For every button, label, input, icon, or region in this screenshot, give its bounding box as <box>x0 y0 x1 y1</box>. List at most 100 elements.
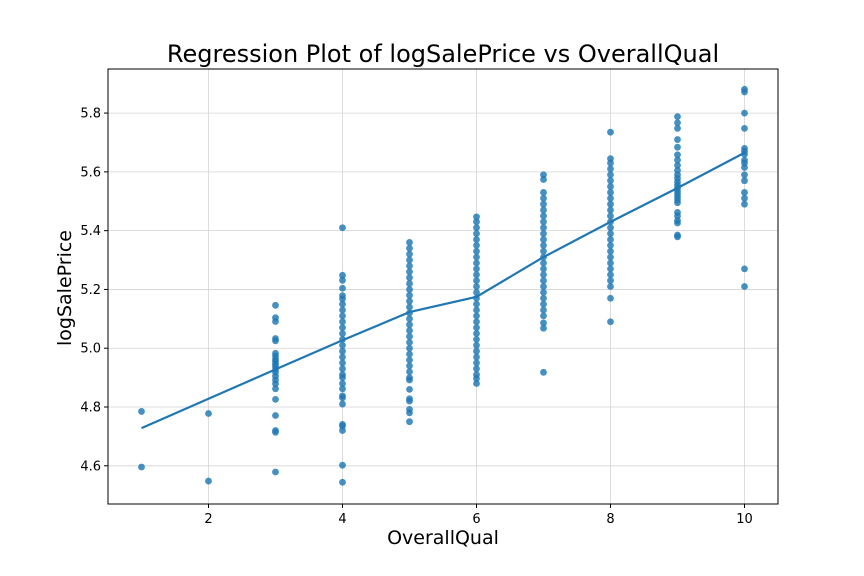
data-point <box>339 365 346 373</box>
data-point <box>741 88 748 96</box>
y-tick-label: 5.6 <box>80 165 101 180</box>
data-point <box>406 291 413 299</box>
data-point <box>607 189 614 196</box>
data-point <box>607 318 614 326</box>
data-point <box>339 271 346 279</box>
data-point <box>406 356 413 364</box>
data-point <box>339 385 346 393</box>
data-point <box>607 277 614 285</box>
data-point <box>674 151 681 159</box>
data-point <box>406 327 413 334</box>
data-point <box>272 412 279 419</box>
data-point <box>473 271 480 279</box>
data-point <box>272 468 279 476</box>
data-point <box>540 306 547 314</box>
data-point <box>473 341 480 349</box>
data-point <box>205 477 212 485</box>
data-point <box>540 247 547 255</box>
data-point <box>607 271 614 279</box>
x-tick-label: 8 <box>606 512 614 527</box>
data-point <box>741 194 748 202</box>
data-point <box>540 189 547 196</box>
data-point <box>607 236 614 243</box>
data-point <box>674 124 681 132</box>
data-point <box>674 199 681 207</box>
data-point <box>339 295 346 303</box>
data-point <box>406 268 413 276</box>
data-point <box>406 333 413 340</box>
data-point <box>540 283 547 290</box>
data-point <box>473 330 480 337</box>
data-point <box>406 409 413 417</box>
data-point <box>540 324 547 332</box>
data-point <box>406 338 413 346</box>
data-point <box>607 171 614 179</box>
data-point <box>406 303 413 311</box>
data-point <box>674 119 681 127</box>
data-point <box>473 213 480 221</box>
data-point <box>272 385 279 393</box>
data-point <box>540 236 547 243</box>
data-point <box>138 408 145 415</box>
y-tick-label: 5.4 <box>80 224 101 239</box>
data-point <box>540 368 547 376</box>
data-point <box>473 247 480 255</box>
data-point <box>339 224 346 232</box>
x-axis-title: OverallQual <box>387 527 499 549</box>
data-point <box>540 312 547 320</box>
x-tick-label: 2 <box>204 512 212 527</box>
data-point <box>741 109 748 117</box>
data-point <box>607 200 614 208</box>
y-tick-label: 5.8 <box>80 107 101 122</box>
plot-frame <box>107 68 779 505</box>
data-point <box>473 241 480 249</box>
data-point <box>272 380 279 388</box>
data-point <box>473 312 480 320</box>
data-point <box>406 286 413 293</box>
data-point <box>272 301 279 309</box>
data-point <box>741 171 748 179</box>
data-point <box>272 395 279 403</box>
data-point <box>339 300 346 308</box>
data-point <box>406 368 413 376</box>
data-point <box>674 212 681 220</box>
data-point <box>473 365 480 373</box>
data-point <box>339 461 346 469</box>
data-point <box>473 324 480 332</box>
data-point <box>607 212 614 220</box>
data-point <box>540 241 547 249</box>
data-point <box>540 206 547 214</box>
data-point <box>473 306 480 314</box>
data-point <box>272 318 279 325</box>
data-point <box>540 294 547 302</box>
x-tick-label: 4 <box>338 512 346 527</box>
regression-line-group <box>141 151 746 430</box>
data-point <box>473 224 480 232</box>
y-tick-label: 4.6 <box>80 459 101 474</box>
data-point <box>674 136 681 143</box>
data-point <box>339 380 346 387</box>
data-point <box>406 397 413 405</box>
data-point <box>540 271 547 279</box>
data-point <box>473 288 480 296</box>
data-point <box>473 336 480 343</box>
data-point <box>406 297 413 305</box>
data-point <box>540 288 547 296</box>
data-point <box>674 219 681 227</box>
regression-line <box>141 151 746 430</box>
data-point <box>473 265 480 273</box>
data-point <box>741 124 748 132</box>
data-point <box>741 265 748 273</box>
data-point <box>406 362 413 370</box>
data-point <box>741 164 748 171</box>
data-point <box>406 239 413 246</box>
data-point <box>540 300 547 308</box>
data-point <box>272 337 279 345</box>
data-point <box>406 280 413 287</box>
data-point <box>473 218 480 226</box>
data-point <box>607 128 614 136</box>
data-point <box>473 353 480 361</box>
data-point <box>540 259 547 267</box>
data-point <box>339 341 346 349</box>
data-point <box>406 274 413 282</box>
